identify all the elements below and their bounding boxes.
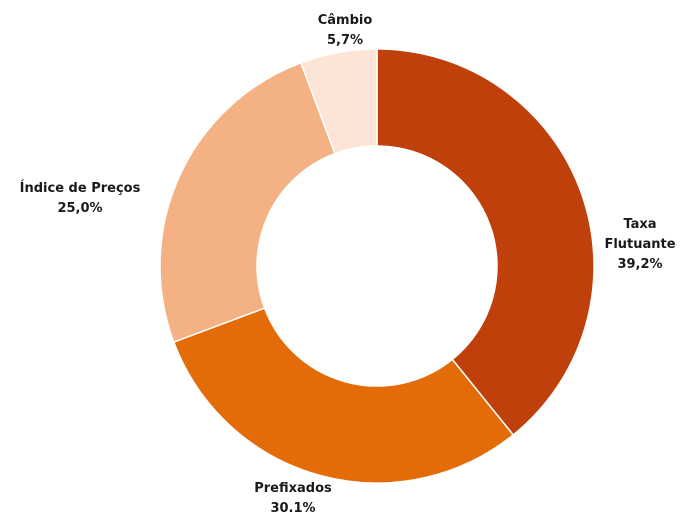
- donut-slice: [159, 61, 336, 344]
- slice-label: Índice de Preços 25,0%: [0, 179, 160, 219]
- value-label: 39,2%: [617, 257, 663, 272]
- value-label: 25,0%: [57, 201, 103, 216]
- value-label: 5,7%: [326, 33, 364, 48]
- donut-slice: [299, 48, 378, 155]
- slice-label: Câmbio 5,7%: [285, 11, 405, 51]
- slice-label: Prefixados 30.1%: [223, 479, 363, 513]
- donut-slice: [172, 307, 515, 484]
- category-label: Taxa Flutuante: [604, 217, 676, 252]
- category-label: Câmbio: [317, 13, 373, 28]
- slice-label: Taxa Flutuante 39,2%: [595, 215, 685, 275]
- value-label: 30.1%: [270, 501, 316, 513]
- category-label: Prefixados: [254, 481, 332, 496]
- donut-slice: [376, 48, 595, 436]
- category-label: Índice de Preços: [19, 181, 141, 196]
